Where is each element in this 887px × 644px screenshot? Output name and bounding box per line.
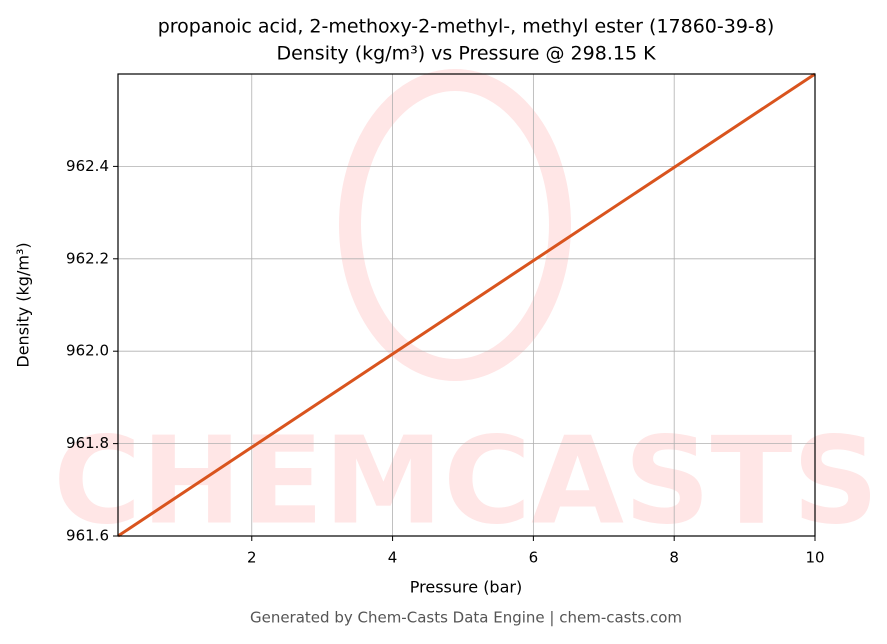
- x-tick-label: 4: [388, 549, 398, 567]
- y-tick-label: 962.0: [66, 342, 109, 360]
- x-tick-label: 10: [805, 549, 824, 567]
- y-tick-label: 962.2: [66, 249, 109, 267]
- x-tick-label: 8: [669, 549, 679, 567]
- chart-title: propanoic acid, 2-methoxy-2-methyl-, met…: [158, 16, 775, 38]
- x-tick-label: 6: [529, 549, 539, 567]
- watermark-logo: [339, 69, 571, 381]
- y-tick-label: 962.4: [66, 157, 109, 175]
- x-axis-label: Pressure (bar): [410, 578, 522, 597]
- data-line: [117, 72, 816, 538]
- plot-frame: [117, 73, 816, 537]
- chart-subtitle: Density (kg/m³) vs Pressure @ 298.15 K: [276, 43, 656, 65]
- y-tick-label: 961.8: [66, 434, 109, 452]
- x-tick-label: 2: [247, 549, 257, 567]
- footer: Generated by Chem-Casts Data Engine | ch…: [250, 609, 682, 627]
- watermark: CHEMCASTS: [53, 413, 879, 552]
- y-axis-label: Density (kg/m³): [14, 242, 33, 367]
- y-tick-label: 961.6: [66, 527, 109, 545]
